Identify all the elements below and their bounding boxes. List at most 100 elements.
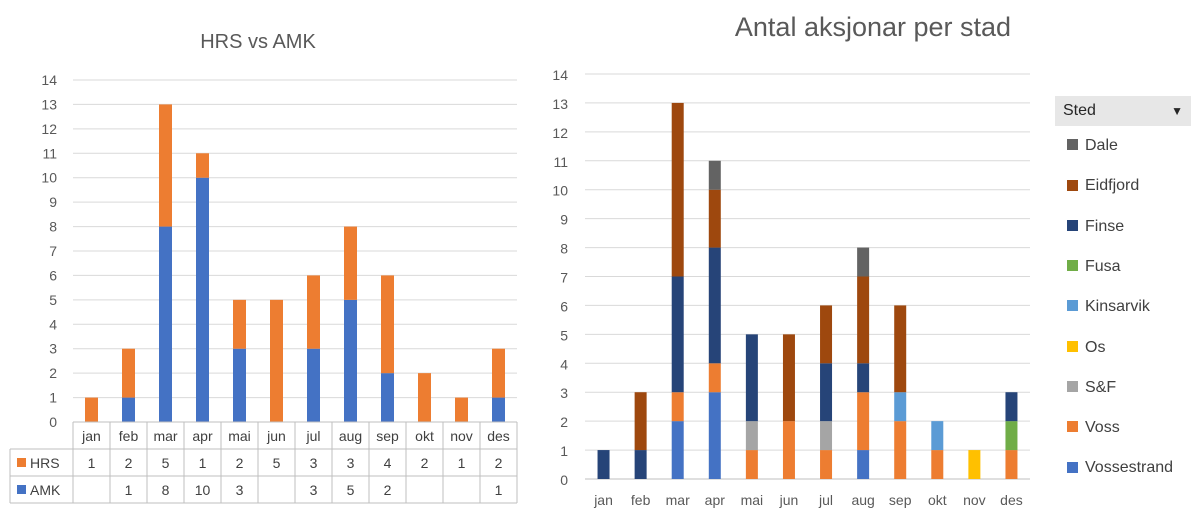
legend-label: Vossestrand <box>1085 459 1174 477</box>
y-tick-label: 10 <box>41 170 57 186</box>
legend-item-kinsarvik[interactable]: Kinsarvik <box>1067 295 1150 319</box>
legend-item-sf[interactable]: S&F <box>1067 376 1116 400</box>
y-tick-label: 6 <box>49 267 57 283</box>
x-category-label: jan <box>593 492 613 508</box>
x-category-label: mai <box>228 428 251 444</box>
x-category-label: okt <box>928 492 947 508</box>
table-cell: 3 <box>347 455 355 471</box>
legend-swatch <box>1067 421 1078 433</box>
legend-swatch <box>1067 340 1078 352</box>
bar-hrs-mai <box>233 299 246 349</box>
bar-amk-mai <box>233 348 246 422</box>
table-row-label: HRS <box>30 455 60 471</box>
legend-item-eidfjord[interactable]: Eidfjord <box>1067 174 1139 198</box>
bar-sf-jul <box>820 421 833 451</box>
table-cell: 1 <box>458 455 466 471</box>
bar-hrs-mar <box>159 104 172 227</box>
y-tick-label: 8 <box>560 241 568 257</box>
y-tick-label: 4 <box>560 356 568 372</box>
bar-eidfjord-apr <box>708 189 721 248</box>
legend-item-finse[interactable]: Finse <box>1067 215 1124 239</box>
bar-voss-des <box>1005 450 1018 479</box>
legend-swatch <box>1067 381 1078 393</box>
bar-eidfjord-mar <box>671 102 684 277</box>
bar-voss-apr <box>708 363 721 393</box>
legend-label: Dale <box>1085 137 1118 154</box>
y-tick-label: 0 <box>49 414 57 430</box>
y-tick-label: 7 <box>49 243 57 259</box>
legend-swatch <box>1067 219 1078 231</box>
legend-item-voss[interactable]: Voss <box>1067 416 1120 440</box>
bar-finse-jan <box>597 450 610 479</box>
bar-amk-sep <box>381 373 394 422</box>
bar-eidfjord-sep <box>894 305 907 393</box>
y-tick-label: 1 <box>49 390 57 406</box>
y-tick-label: 10 <box>552 183 568 199</box>
bar-vossestrand-aug <box>857 450 870 479</box>
bar-vossestrand-mar <box>671 421 684 479</box>
legend-item-os[interactable]: Os <box>1067 336 1105 360</box>
y-tick-label: 14 <box>41 72 57 88</box>
table-cell: 2 <box>125 455 133 471</box>
legend-label: Eidfjord <box>1085 177 1140 195</box>
table-cell: 3 <box>236 482 244 498</box>
legend-key-amk <box>17 485 26 494</box>
bar-eidfjord-jul <box>820 305 833 364</box>
bar-hrs-jul <box>307 275 320 349</box>
bar-kinsarvik-okt <box>931 421 944 451</box>
bar-vossestrand-apr <box>708 392 721 479</box>
bar-finse-feb <box>634 450 647 479</box>
bar-amk-aug <box>344 299 357 422</box>
x-category-label: des <box>487 428 510 444</box>
x-category-label: nov <box>963 492 986 508</box>
y-tick-label: 8 <box>49 219 57 235</box>
x-category-label: sep <box>376 428 399 444</box>
table-cell: 4 <box>384 455 392 471</box>
x-category-label: feb <box>119 428 139 444</box>
x-category-label: apr <box>192 428 213 444</box>
y-tick-label: 11 <box>42 145 57 161</box>
table-cell: 5 <box>162 455 170 471</box>
bar-voss-sep <box>894 421 907 479</box>
sted-filter-button[interactable]: Sted ▼ <box>1055 96 1191 126</box>
bar-eidfjord-aug <box>857 276 870 364</box>
bar-sf-mai <box>745 421 758 451</box>
legend-swatch <box>1067 179 1078 191</box>
legend-label: Kinsarvik <box>1085 298 1150 316</box>
table-cell: 1 <box>88 455 96 471</box>
bar-eidfjord-jun <box>782 334 795 422</box>
y-tick-label: 13 <box>552 96 568 112</box>
bar-hrs-feb <box>122 348 135 398</box>
bar-hrs-des <box>492 348 505 398</box>
x-category-label: mar <box>153 428 177 444</box>
x-category-label: aug <box>339 428 362 444</box>
bar-hrs-aug <box>344 226 357 300</box>
legend-swatch <box>1067 461 1078 473</box>
bar-kinsarvik-sep <box>894 392 907 422</box>
x-category-label: apr <box>705 492 726 508</box>
y-tick-label: 11 <box>553 154 568 170</box>
x-category-label: jun <box>779 492 799 508</box>
x-category-label: jul <box>818 492 833 508</box>
legend-swatch <box>1067 139 1078 151</box>
bar-finse-jul <box>820 363 833 422</box>
bar-voss-jun <box>782 421 795 479</box>
legend-item-vossestrand[interactable]: Vossestrand <box>1067 456 1173 480</box>
y-tick-label: 6 <box>560 298 568 314</box>
x-category-label: jun <box>266 428 286 444</box>
bar-finse-aug <box>857 363 870 393</box>
legend-item-fusa[interactable]: Fusa <box>1067 255 1121 279</box>
table-cell: 2 <box>384 482 392 498</box>
bar-finse-mai <box>745 334 758 422</box>
bar-amk-des <box>492 397 505 422</box>
table-cell: 5 <box>273 455 281 471</box>
table-cell: 1 <box>495 482 503 498</box>
table-cell: 10 <box>195 482 211 498</box>
y-tick-label: 4 <box>49 316 57 332</box>
bar-eidfjord-feb <box>634 392 647 451</box>
legend-item-dale[interactable]: Dale <box>1067 134 1118 158</box>
y-tick-label: 9 <box>49 194 57 210</box>
dropdown-arrow-icon[interactable]: ▼ <box>1171 104 1183 118</box>
bar-finse-mar <box>671 276 684 393</box>
